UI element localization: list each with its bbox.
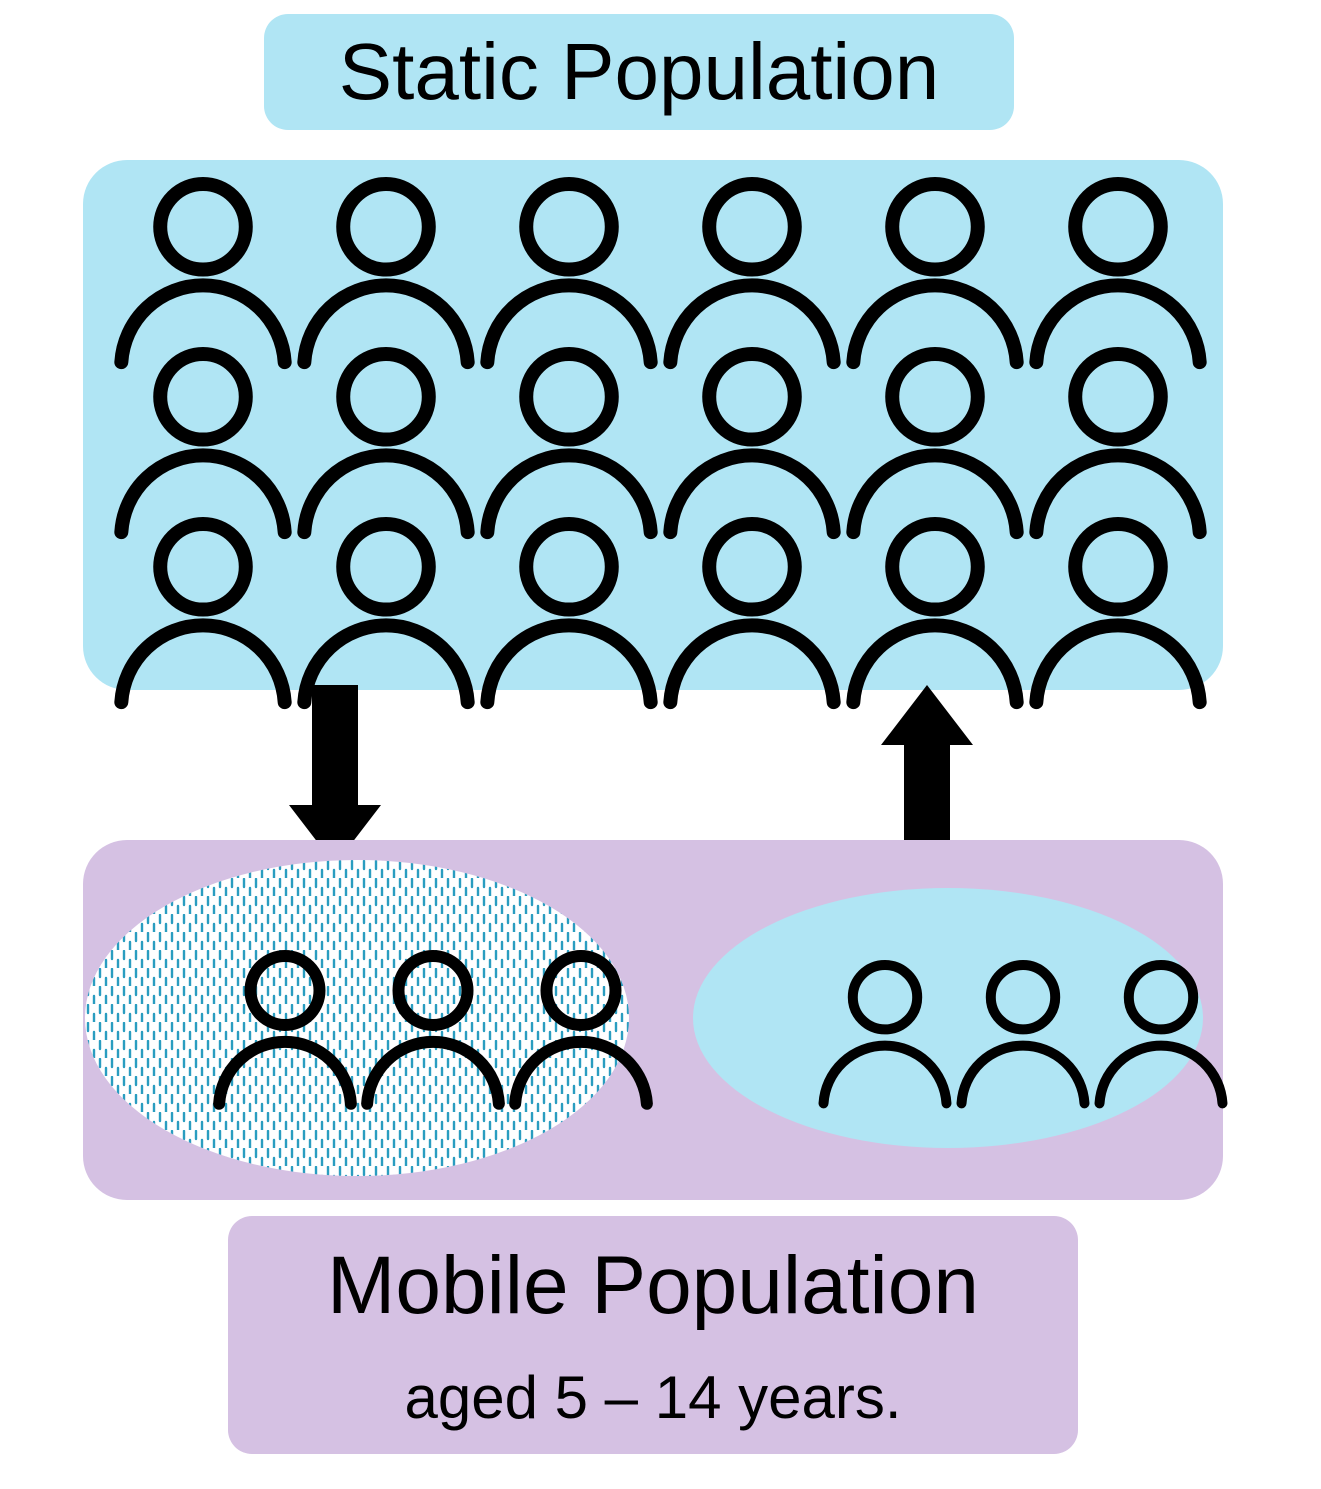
person-icon <box>476 345 662 525</box>
person-icon <box>110 515 296 695</box>
person-icon <box>210 948 360 1098</box>
person-icon <box>1025 345 1211 525</box>
person-icon <box>506 948 656 1098</box>
person-icon <box>110 345 296 525</box>
person-icon <box>842 175 1028 355</box>
person-icon <box>659 515 845 695</box>
person-icon <box>842 345 1028 525</box>
person-icon <box>1091 958 1231 1098</box>
person-icon <box>815 958 955 1098</box>
arrow-down <box>289 685 381 865</box>
person-icon <box>659 175 845 355</box>
person-icon <box>293 515 479 695</box>
static-title-text: Static Population <box>339 26 939 118</box>
person-icon <box>293 175 479 355</box>
mobile-subtitle-text: aged 5 – 14 years. <box>404 1363 901 1432</box>
person-icon <box>659 345 845 525</box>
person-icon <box>953 958 1093 1098</box>
person-icon <box>476 515 662 695</box>
person-icon <box>358 948 508 1098</box>
person-icon <box>476 175 662 355</box>
static-title-box: Static Population <box>264 14 1014 130</box>
person-icon <box>1025 175 1211 355</box>
person-icon <box>842 515 1028 695</box>
arrow-up <box>881 685 973 865</box>
person-icon <box>1025 515 1211 695</box>
mobile-title-text: Mobile Population <box>327 1239 979 1333</box>
mobile-title-box: Mobile Population aged 5 – 14 years. <box>228 1216 1078 1454</box>
static-people-grid <box>110 175 1208 685</box>
person-icon <box>110 175 296 355</box>
person-icon <box>293 345 479 525</box>
